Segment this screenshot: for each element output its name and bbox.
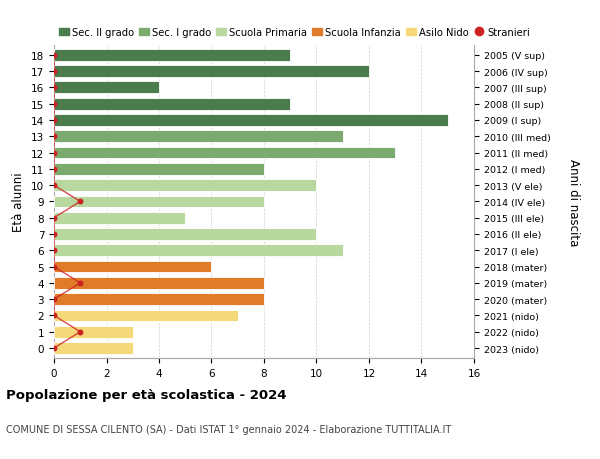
Y-axis label: Età alunni: Età alunni [13, 172, 25, 232]
Point [49, 214, 59, 222]
Point [49, 117, 59, 124]
Bar [54, 310, 238, 322]
Bar [54, 229, 317, 241]
Bar [54, 131, 343, 143]
Point [49, 150, 59, 157]
Bar [54, 66, 369, 78]
Bar [54, 342, 133, 354]
Point [76, 198, 85, 206]
Bar [54, 147, 395, 159]
Bar [54, 115, 448, 127]
Bar [54, 245, 343, 257]
Y-axis label: Anni di nascita: Anni di nascita [567, 158, 580, 246]
Point [49, 101, 59, 108]
Point [49, 166, 59, 173]
Legend: Sec. II grado, Sec. I grado, Scuola Primaria, Scuola Infanzia, Asilo Nido, Stran: Sec. II grado, Sec. I grado, Scuola Prim… [59, 28, 530, 38]
Bar [54, 277, 264, 289]
Bar [54, 261, 211, 273]
Point [49, 312, 59, 319]
Point [49, 263, 59, 271]
Bar [54, 163, 264, 175]
Bar [54, 99, 290, 110]
Bar [54, 213, 185, 224]
Point [49, 52, 59, 59]
Point [49, 84, 59, 92]
Point [49, 296, 59, 303]
Bar [54, 294, 264, 305]
Text: Popolazione per età scolastica - 2024: Popolazione per età scolastica - 2024 [6, 388, 287, 401]
Point [49, 231, 59, 238]
Point [49, 68, 59, 76]
Point [49, 182, 59, 190]
Bar [54, 326, 133, 338]
Point [49, 133, 59, 140]
Text: COMUNE DI SESSA CILENTO (SA) - Dati ISTAT 1° gennaio 2024 - Elaborazione TUTTITA: COMUNE DI SESSA CILENTO (SA) - Dati ISTA… [6, 425, 451, 435]
Point [49, 345, 59, 352]
Bar [54, 50, 290, 62]
Point [76, 328, 85, 336]
Bar [54, 196, 264, 208]
Point [49, 247, 59, 254]
Point [76, 280, 85, 287]
Bar [54, 180, 317, 191]
Bar [54, 82, 159, 94]
